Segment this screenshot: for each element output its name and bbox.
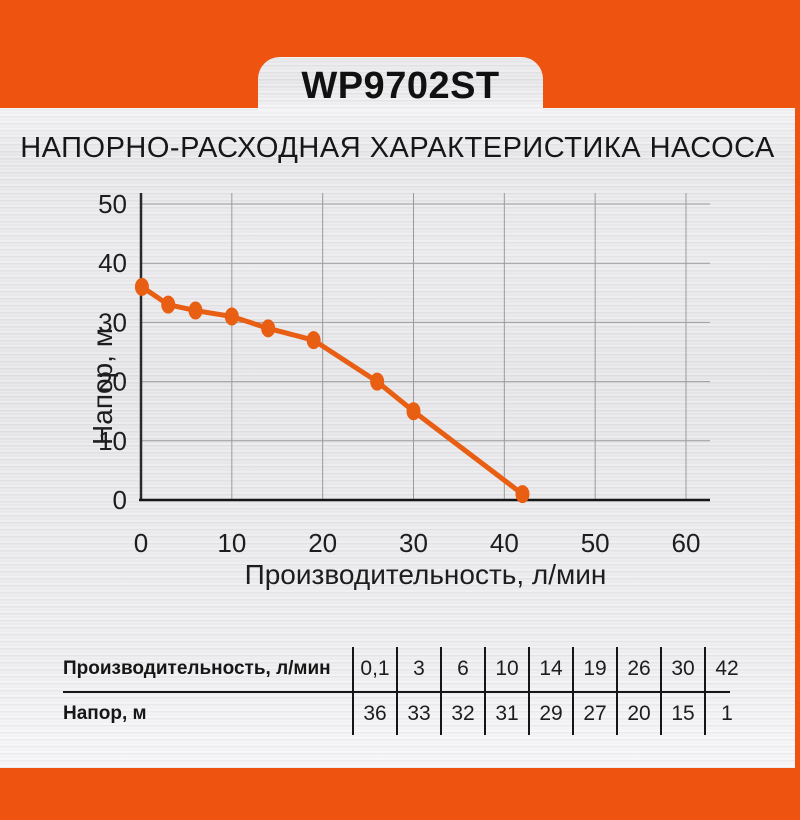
- model-name: WP9702ST: [301, 64, 500, 107]
- model-tab: WP9702ST: [258, 57, 543, 111]
- table-cell: 1: [704, 693, 748, 735]
- table-cell: 20: [616, 693, 660, 735]
- y-tick-label: 30: [98, 307, 127, 337]
- table-cell: 31: [484, 693, 528, 735]
- pump-curve-chart: 0 10 20 30 40 50 0 10 20 30 40 50 60 Производительнос…: [87, 189, 710, 590]
- table-row-label: Напор, м: [63, 703, 147, 724]
- data-point-marker: [306, 331, 321, 350]
- table-cell: 36: [352, 693, 396, 735]
- y-tick-label: 50: [98, 189, 127, 219]
- table-cell: 14: [528, 647, 572, 691]
- table-cell: 33: [396, 693, 440, 735]
- data-point-marker: [224, 307, 239, 326]
- table-cell: 19: [572, 647, 616, 691]
- x-tick-label: 50: [581, 528, 610, 558]
- y-tick-label: 40: [98, 248, 127, 278]
- data-point-marker: [134, 277, 149, 296]
- table-cell: 6: [440, 647, 484, 691]
- table-cell: 42: [704, 647, 748, 691]
- table-row: Напор, м 36 33 32 31 29 27 20 15 1: [63, 693, 733, 735]
- data-point-marker: [261, 319, 276, 338]
- y-axis-title: Напор, м: [87, 328, 118, 445]
- x-tick-label: 20: [308, 528, 337, 558]
- table-cell: 10: [484, 647, 528, 691]
- table-cell: 0,1: [352, 647, 396, 691]
- x-tick-label: 10: [217, 528, 246, 558]
- x-tick-label: 0: [134, 528, 148, 558]
- table-cell: 29: [528, 693, 572, 735]
- x-tick-label: 30: [399, 528, 428, 558]
- table-row: Производительность, л/мин 0,1 3 6 10 14 19 26 30…: [63, 647, 739, 693]
- data-point-marker: [406, 402, 421, 421]
- x-tick-label: 40: [490, 528, 519, 558]
- data-point-marker: [188, 301, 203, 320]
- table-cell: 27: [572, 693, 616, 735]
- data-point-marker: [161, 295, 176, 314]
- table-cell: 32: [440, 693, 484, 735]
- table-cell: 30: [660, 647, 704, 691]
- table-cell: 26: [616, 647, 660, 691]
- table-cell: 3: [396, 647, 440, 691]
- performance-table: Производительность, л/мин 0,1 3 6 10 14 19 26 30…: [63, 647, 739, 735]
- y-tick-label: 20: [98, 367, 127, 397]
- y-tick-label: 0: [113, 485, 127, 515]
- data-point-marker: [515, 485, 530, 504]
- x-tick-label: 60: [672, 528, 701, 558]
- page-title: НАПОРНО-РАСХОДНАЯ ХАРАКТЕРИСТИКА НАСОСА: [20, 132, 775, 164]
- data-point-marker: [370, 372, 385, 391]
- table-cell: 15: [660, 693, 704, 735]
- x-axis-title: Производительность, л/мин: [245, 559, 607, 590]
- y-tick-label: 10: [98, 426, 127, 456]
- table-row-label: Производительность, л/мин: [63, 658, 331, 679]
